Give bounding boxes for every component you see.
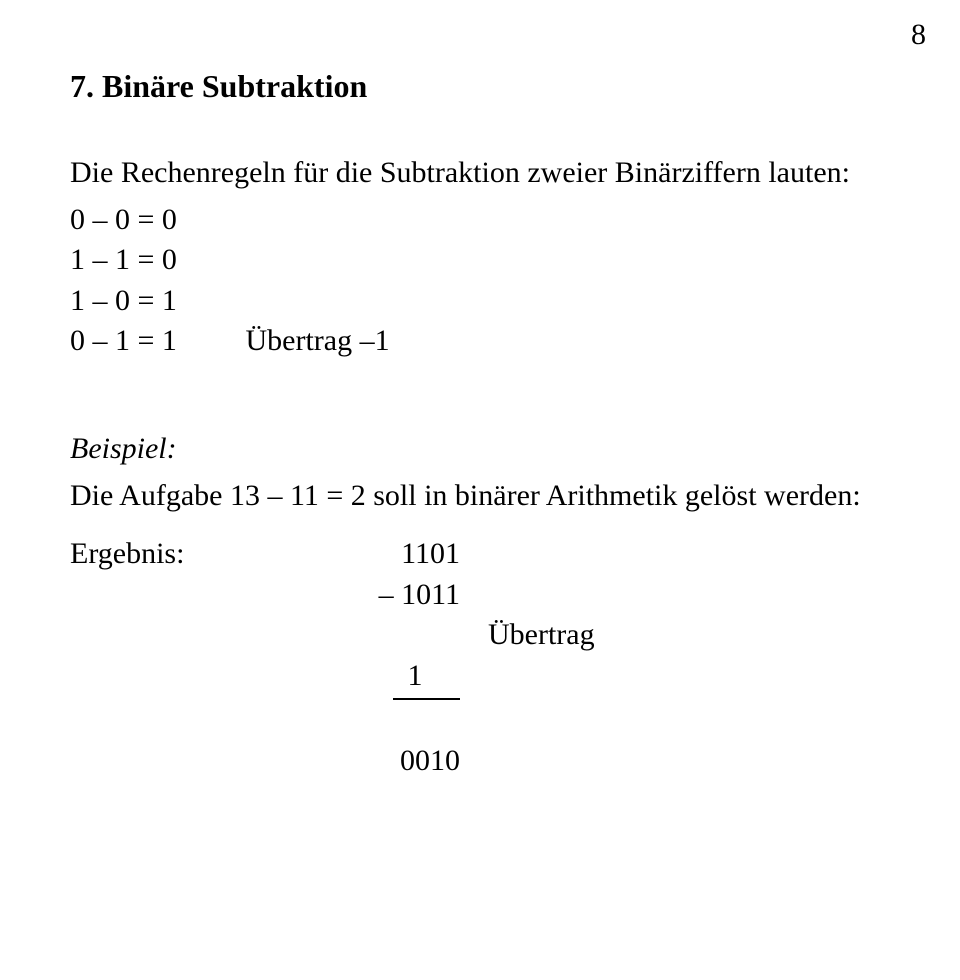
calc-result: 0010 bbox=[300, 741, 460, 782]
rule-row: 0 – 0 = 0 bbox=[70, 200, 890, 241]
intro-text: Die Rechenregeln für die Subtraktion zwe… bbox=[70, 153, 890, 194]
calculation-block: Ergebnis: 1101 – 1011 1 Übertrag 0010 bbox=[70, 534, 890, 781]
calc-subtrahend: – 1011 bbox=[300, 575, 460, 616]
calc-row-result: 0010 bbox=[70, 741, 890, 782]
calc-carry: 1 bbox=[393, 656, 461, 701]
rule-row: 1 – 1 = 0 bbox=[70, 240, 890, 281]
calc-row-carry: 1 Übertrag bbox=[70, 615, 890, 741]
page-number: 8 bbox=[911, 18, 926, 52]
example-label: Beispiel: bbox=[70, 432, 890, 466]
calc-row-subtrahend: – 1011 bbox=[70, 575, 890, 616]
rule-expression: 1 – 0 = 1 bbox=[70, 281, 210, 322]
calc-minuend: 1101 bbox=[300, 534, 460, 575]
rule-expression: 0 – 0 = 0 bbox=[70, 200, 210, 241]
rules-list: 0 – 0 = 0 1 – 1 = 0 1 – 0 = 1 0 – 1 = 1 … bbox=[70, 200, 890, 362]
rule-expression: 1 – 1 = 0 bbox=[70, 240, 210, 281]
rule-extra: Übertrag –1 bbox=[246, 324, 390, 357]
page: 8 7. Binäre Subtraktion Die Rechenregeln… bbox=[0, 0, 960, 980]
rule-row: 0 – 1 = 1 Übertrag –1 bbox=[70, 321, 890, 362]
calc-carry-col: 1 bbox=[300, 615, 460, 741]
rule-row: 1 – 0 = 1 bbox=[70, 281, 890, 322]
result-label: Ergebnis: bbox=[70, 534, 300, 575]
calc-row-minuend: Ergebnis: 1101 bbox=[70, 534, 890, 575]
rule-expression: 0 – 1 = 1 bbox=[70, 321, 210, 362]
carry-note: Übertrag bbox=[488, 615, 595, 656]
section-heading: 7. Binäre Subtraktion bbox=[70, 68, 890, 105]
example-text: Die Aufgabe 13 – 11 = 2 soll in binärer … bbox=[70, 476, 890, 517]
